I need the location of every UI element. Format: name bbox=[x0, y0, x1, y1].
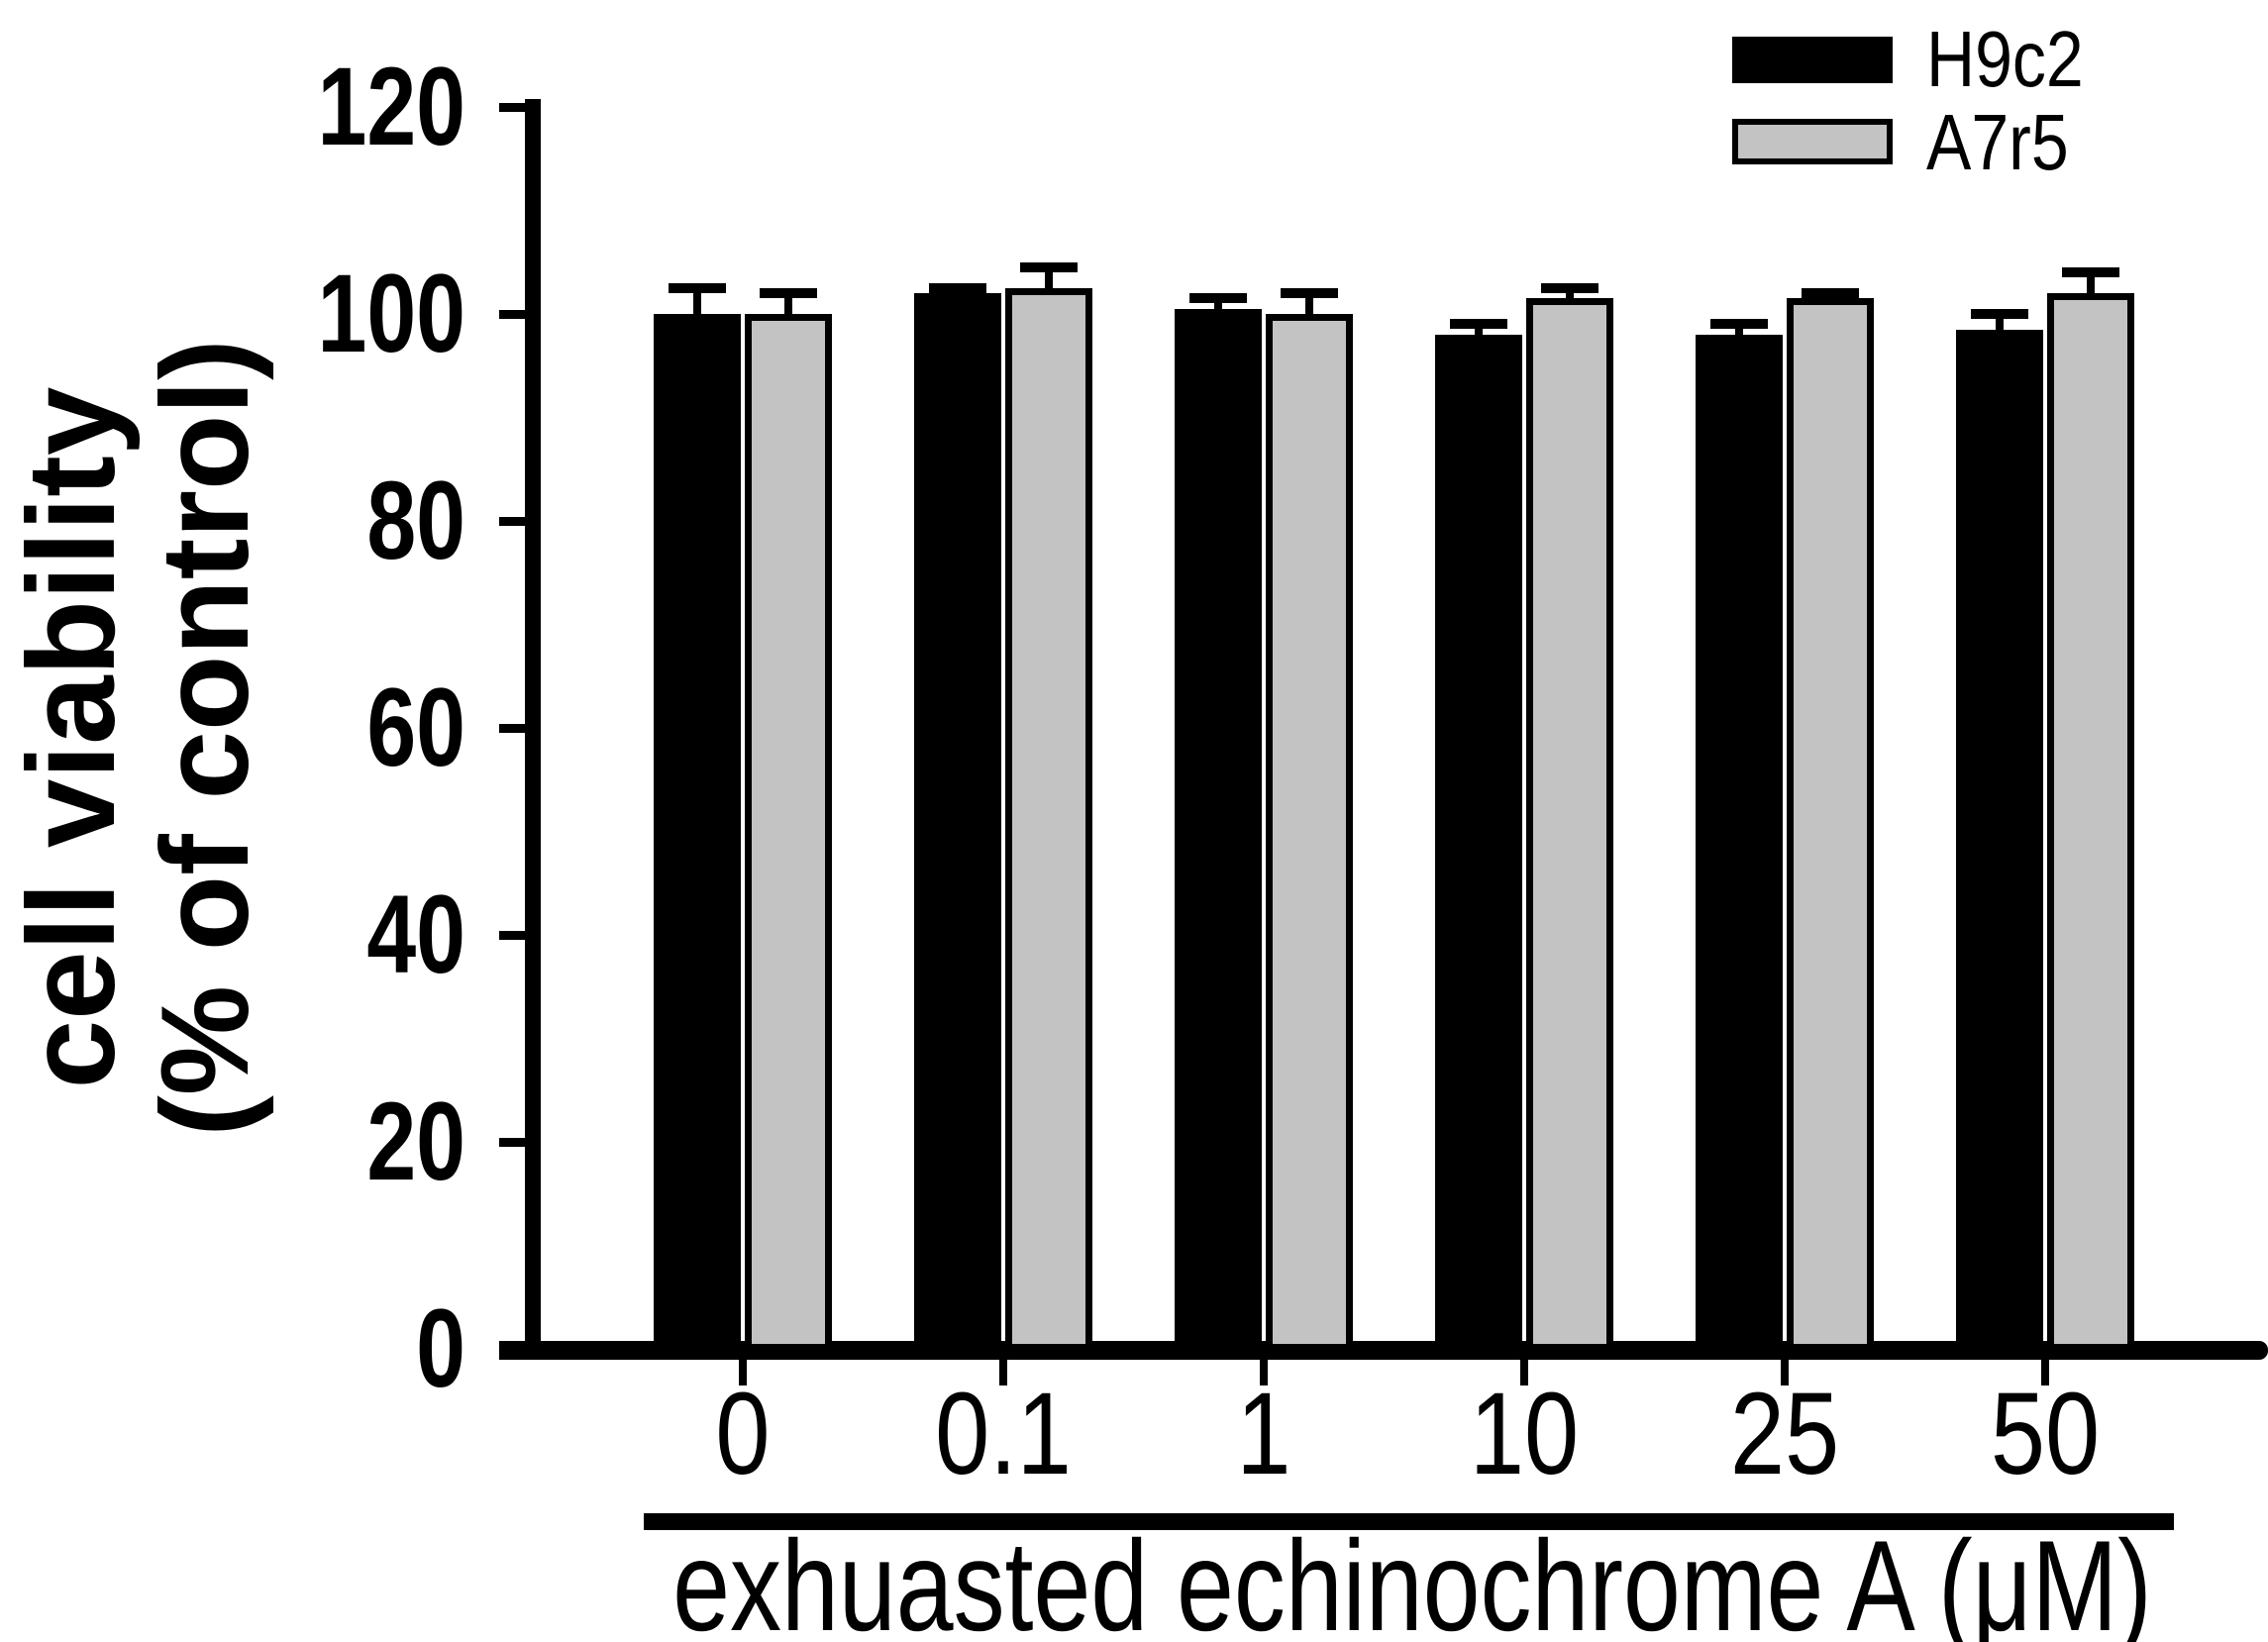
error-bar-stem bbox=[693, 282, 701, 314]
bar-A7r5-10 bbox=[1526, 298, 1613, 1351]
error-bar-cap bbox=[1281, 287, 1338, 298]
x-tick-label: 25 bbox=[1729, 1369, 1840, 1499]
error-bar-stem bbox=[1045, 261, 1053, 288]
x-axis-tick bbox=[1260, 1360, 1268, 1385]
bar-A7r5-25 bbox=[1787, 298, 1874, 1351]
error-bar-cap bbox=[760, 287, 817, 298]
error-bar-stem bbox=[1996, 308, 2004, 330]
error-bar-cap bbox=[929, 282, 986, 293]
bar-H9c2-0.1 bbox=[914, 293, 1001, 1351]
error-bar-cap bbox=[1971, 308, 2028, 319]
error-bar-cap bbox=[2062, 266, 2119, 277]
y-axis-line bbox=[525, 99, 541, 1360]
error-bar-cap bbox=[1020, 261, 1078, 272]
x-axis-tick bbox=[2041, 1360, 2049, 1385]
x-tick-label: 1 bbox=[1236, 1369, 1291, 1499]
x-tick-label: 0.1 bbox=[935, 1369, 1072, 1499]
bar-A7r5-0 bbox=[745, 314, 832, 1351]
x-axis-tick bbox=[739, 1360, 747, 1385]
y-axis-tick bbox=[499, 930, 525, 940]
legend-swatch-a7r5 bbox=[1732, 119, 1893, 164]
y-tick-label: 100 bbox=[317, 252, 466, 375]
y-tick-label: 0 bbox=[416, 1286, 465, 1410]
y-axis-tick bbox=[499, 1344, 525, 1354]
bar-A7r5-0.1 bbox=[1005, 287, 1092, 1351]
y-axis-tick bbox=[499, 516, 525, 526]
y-tick-label: 80 bbox=[366, 459, 465, 582]
error-bar-cap bbox=[669, 282, 726, 293]
x-axis-title: exhuasted echinochrome A (μM) bbox=[672, 1513, 2152, 1642]
y-tick-label: 40 bbox=[366, 872, 465, 996]
y-axis-tick bbox=[499, 309, 525, 319]
legend-swatch-h9c2 bbox=[1732, 37, 1893, 83]
y-tick-label: 60 bbox=[366, 666, 465, 789]
x-axis-tick bbox=[1781, 1360, 1789, 1385]
y-axis-tick bbox=[499, 102, 525, 112]
bar-A7r5-1 bbox=[1266, 314, 1353, 1351]
legend-label-a7r5: A7r5 bbox=[1926, 98, 2069, 186]
x-axis-tick bbox=[1520, 1360, 1528, 1385]
error-bar-cap bbox=[1450, 319, 1507, 330]
bar-H9c2-1 bbox=[1175, 308, 1262, 1351]
x-axis-tick bbox=[999, 1360, 1007, 1385]
bar-H9c2-50 bbox=[1956, 329, 2043, 1351]
bar-H9c2-10 bbox=[1435, 334, 1522, 1351]
y-axis-tick bbox=[499, 1137, 525, 1147]
x-tick-label: 0 bbox=[715, 1369, 771, 1499]
error-bar-cap bbox=[1710, 319, 1768, 330]
legend-label-h9c2: H9c2 bbox=[1926, 15, 2084, 103]
y-axis-tick bbox=[499, 723, 525, 733]
x-tick-label: 50 bbox=[1990, 1369, 2101, 1499]
x-tick-label: 10 bbox=[1469, 1369, 1580, 1499]
error-bar-stem bbox=[1305, 287, 1313, 314]
legend: H9c2 A7r5 bbox=[1723, 0, 2268, 188]
error-bar-cap bbox=[1802, 287, 1859, 298]
y-tick-label: 120 bbox=[317, 45, 466, 168]
bar-H9c2-25 bbox=[1696, 334, 1783, 1351]
y-tick-label: 20 bbox=[366, 1079, 465, 1203]
error-bar-stem bbox=[784, 287, 792, 314]
bar-H9c2-0 bbox=[654, 314, 741, 1351]
error-bar-cap bbox=[1541, 282, 1598, 293]
error-bar-stem bbox=[2087, 266, 2095, 294]
error-bar-cap bbox=[1189, 293, 1247, 304]
x-axis-group-underline bbox=[644, 1513, 2174, 1530]
bar-A7r5-50 bbox=[2047, 293, 2134, 1351]
